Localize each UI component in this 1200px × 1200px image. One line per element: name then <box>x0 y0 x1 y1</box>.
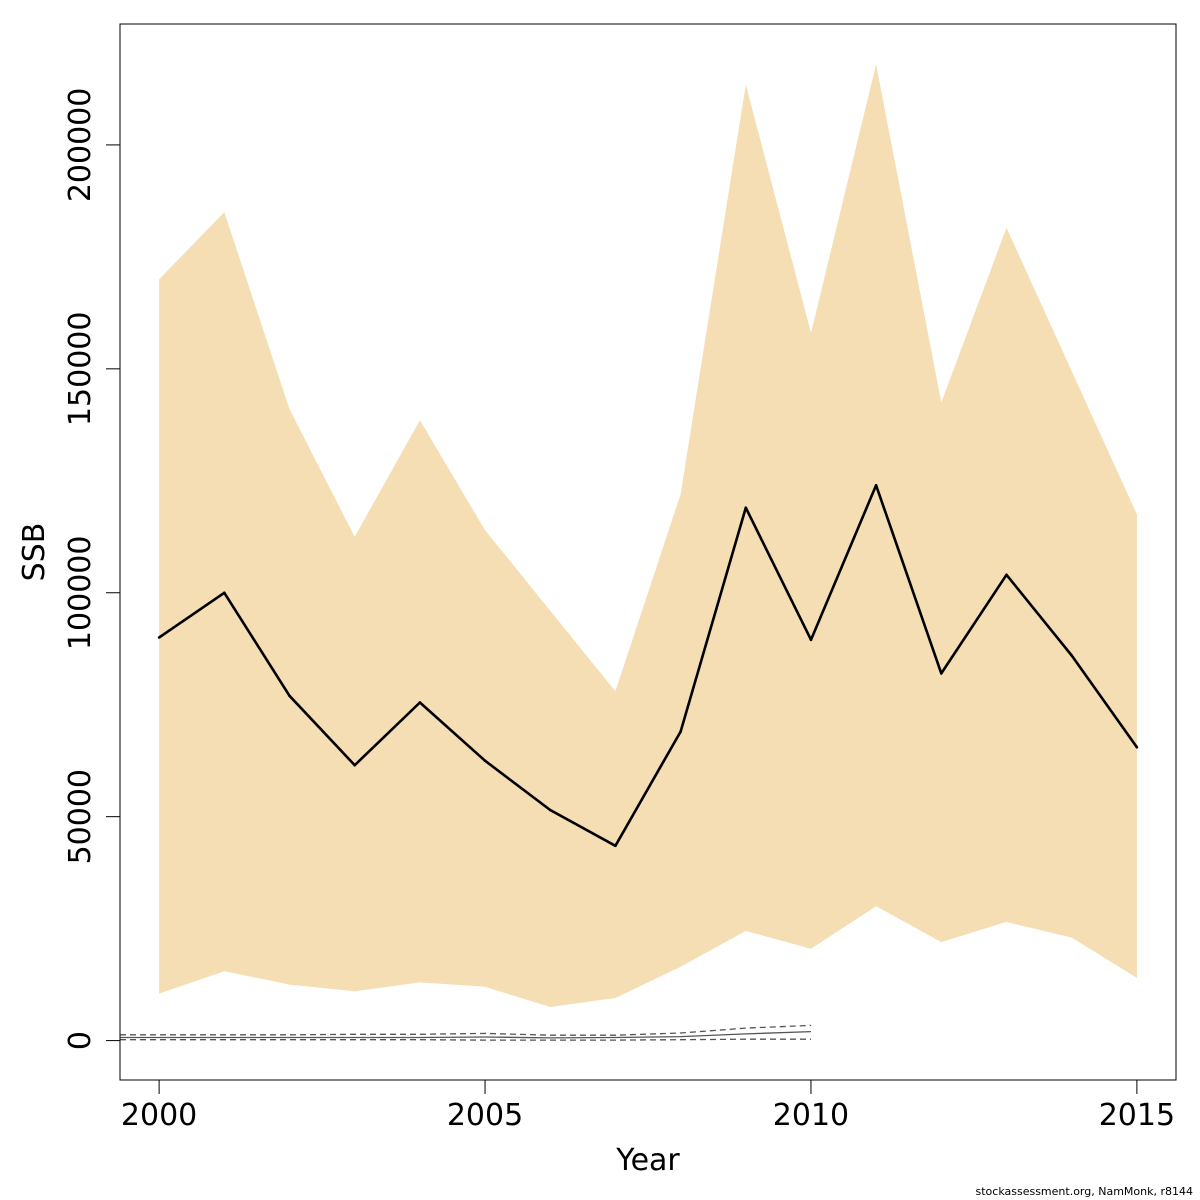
y-tick-label: 100000 <box>63 536 98 651</box>
plot-frame <box>119 23 1177 1081</box>
retro-upper-line <box>120 1024 812 1036</box>
estimate-point <box>874 484 878 487</box>
retrospective-layer <box>120 1024 812 1041</box>
estimate-point <box>1135 746 1139 749</box>
x-tick-label: 2005 <box>447 1098 523 1133</box>
x-axis: 2000 2005 2010 2015 <box>121 1080 1175 1133</box>
y-tick-label: 150000 <box>63 312 98 427</box>
y-tick-label: 200000 <box>63 88 98 203</box>
estimate-line <box>158 483 1138 848</box>
estimate-point <box>418 701 422 704</box>
estimate-point <box>288 694 291 698</box>
estimate-point <box>353 763 357 767</box>
y-tick-label: 50000 <box>63 769 98 864</box>
x-tick-label: 2010 <box>773 1098 849 1133</box>
x-tick-label: 2015 <box>1099 1098 1175 1133</box>
estimate-point <box>809 638 813 642</box>
retro-estimate-line <box>120 1030 812 1039</box>
confidence-band <box>159 64 1137 1008</box>
y-tick-label: 0 <box>63 1031 98 1050</box>
retro-lower-line <box>120 1038 811 1041</box>
estimate-point <box>744 506 748 510</box>
estimate-point <box>483 759 487 762</box>
estimate-point <box>679 730 682 733</box>
x-tick-label: 2000 <box>121 1098 197 1133</box>
y-axis-title: SSB <box>17 523 52 582</box>
confidence-band-layer <box>159 64 1137 1008</box>
footer-credit: stockassessment.org, NamMonk, r8144 <box>976 1185 1194 1198</box>
estimate-point <box>223 591 226 595</box>
estimate-point <box>548 808 552 812</box>
estimate-line-layer <box>157 483 1139 848</box>
estimate-point <box>1070 654 1073 657</box>
x-axis-title: Year <box>615 1143 680 1178</box>
estimate-point <box>157 636 161 639</box>
estimate-point <box>614 844 617 848</box>
estimate-point <box>940 672 943 675</box>
y-axis: 0 50000 100000 150000 200000 <box>63 88 120 1050</box>
estimate-point <box>1005 573 1008 577</box>
